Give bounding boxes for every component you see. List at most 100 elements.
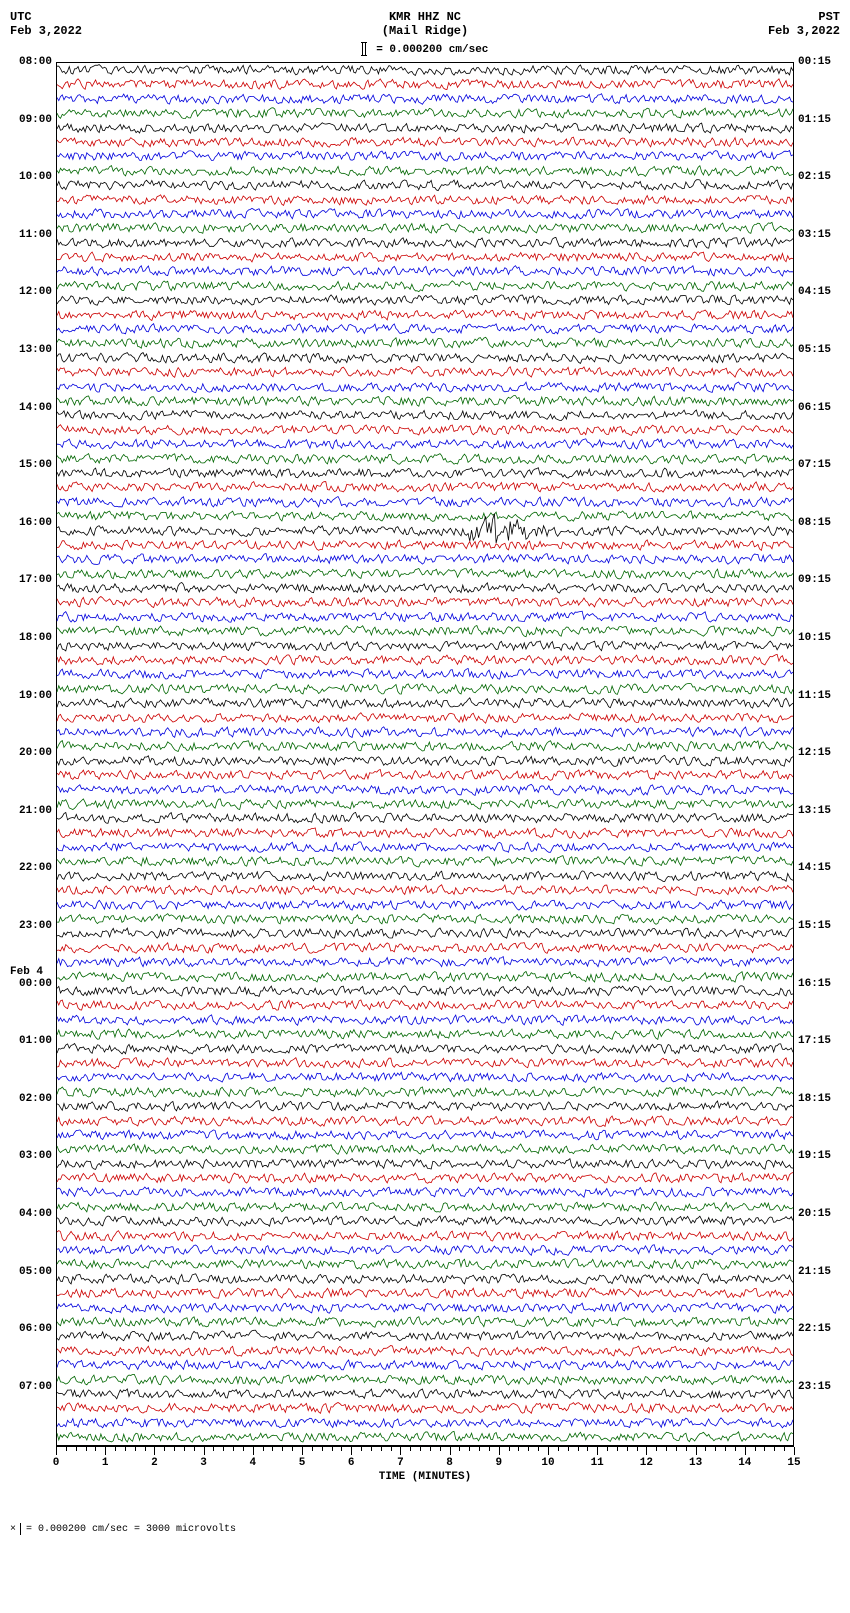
xtick-minor	[282, 1447, 283, 1451]
xtick-minor	[755, 1447, 756, 1451]
footer-bar-icon	[20, 1523, 22, 1535]
xtick-minor	[538, 1447, 539, 1451]
pst-time-label: 07:15	[798, 459, 831, 471]
location-label: (Mail Ridge)	[110, 24, 740, 38]
xtick-minor	[332, 1447, 333, 1451]
xtick-minor	[774, 1447, 775, 1451]
pst-time-label: 21:15	[798, 1266, 831, 1278]
xtick-minor	[459, 1447, 460, 1451]
xtick-minor	[410, 1447, 411, 1451]
xtick-major	[204, 1447, 205, 1455]
pst-time-label: 01:15	[798, 114, 831, 126]
x-axis-title: TIME (MINUTES)	[379, 1471, 471, 1483]
xtick-minor	[627, 1447, 628, 1451]
pst-time-label: 16:15	[798, 978, 831, 990]
xtick-minor	[705, 1447, 706, 1451]
xtick-major	[400, 1447, 401, 1455]
xtick-major	[794, 1447, 795, 1455]
xtick-major	[597, 1447, 598, 1455]
xtick-minor	[528, 1447, 529, 1451]
xtick-label: 3	[200, 1457, 207, 1469]
pst-time-label: 18:15	[798, 1093, 831, 1105]
xtick-label: 14	[738, 1457, 751, 1469]
xtick-major	[499, 1447, 500, 1455]
right-tz-label: PST	[740, 10, 840, 24]
xtick-minor	[292, 1447, 293, 1451]
xtick-minor	[66, 1447, 67, 1451]
xtick-minor	[213, 1447, 214, 1451]
utc-time-label: 00:00	[19, 978, 52, 990]
pst-time-label: 13:15	[798, 805, 831, 817]
pst-time-label: 17:15	[798, 1035, 831, 1047]
xtick-minor	[322, 1447, 323, 1451]
xtick-minor	[371, 1447, 372, 1451]
xtick-minor	[479, 1447, 480, 1451]
footer-text: = 0.000200 cm/sec = 3000 microvolts	[26, 1524, 236, 1535]
utc-time-label: 09:00	[19, 114, 52, 126]
pst-time-label: 04:15	[798, 286, 831, 298]
xtick-minor	[676, 1447, 677, 1451]
xtick-label: 15	[787, 1457, 800, 1469]
xtick-minor	[272, 1447, 273, 1451]
utc-time-label: 19:00	[19, 690, 52, 702]
header-left: UTC Feb 3,2022	[10, 10, 110, 38]
pst-time-label: 03:15	[798, 229, 831, 241]
seismic-trace	[57, 1432, 793, 1443]
pst-time-label: 15:15	[798, 920, 831, 932]
xtick-label: 6	[348, 1457, 355, 1469]
xtick-label: 10	[541, 1457, 554, 1469]
utc-time-label: 01:00	[19, 1035, 52, 1047]
utc-time-label: 03:00	[19, 1150, 52, 1162]
xtick-minor	[263, 1447, 264, 1451]
xtick-label: 0	[53, 1457, 60, 1469]
xtick-major	[696, 1447, 697, 1455]
xtick-minor	[233, 1447, 234, 1451]
footer-prefix: ×	[10, 1524, 16, 1535]
xtick-minor	[145, 1447, 146, 1451]
xtick-label: 7	[397, 1457, 404, 1469]
pst-time-label: 00:15	[798, 56, 831, 68]
scale-line: = 0.000200 cm/sec	[10, 42, 840, 56]
pst-time-label: 19:15	[798, 1150, 831, 1162]
utc-time-label: 23:00	[19, 920, 52, 932]
xtick-label: 13	[689, 1457, 702, 1469]
xtick-major	[154, 1447, 155, 1455]
utc-time-label: 07:00	[19, 1381, 52, 1393]
xtick-major	[351, 1447, 352, 1455]
xtick-minor	[381, 1447, 382, 1451]
xtick-major	[302, 1447, 303, 1455]
xtick-minor	[135, 1447, 136, 1451]
pst-time-label: 10:15	[798, 632, 831, 644]
footer: × = 0.000200 cm/sec = 3000 microvolts	[10, 1523, 840, 1535]
date-marker: Feb 4	[10, 966, 54, 978]
seismogram-plot	[56, 62, 794, 1446]
left-tz-label: UTC	[10, 10, 110, 24]
xtick-major	[56, 1447, 57, 1455]
xtick-major	[105, 1447, 106, 1455]
xtick-minor	[174, 1447, 175, 1451]
utc-time-label: 11:00	[19, 229, 52, 241]
header: UTC Feb 3,2022 KMR HHZ NC (Mail Ridge) P…	[10, 10, 840, 38]
xtick-minor	[568, 1447, 569, 1451]
scale-bar-icon	[362, 42, 366, 56]
utc-time-label: 16:00	[19, 517, 52, 529]
xtick-minor	[95, 1447, 96, 1451]
xtick-minor	[184, 1447, 185, 1451]
xtick-label: 1	[102, 1457, 109, 1469]
xtick-minor	[115, 1447, 116, 1451]
utc-time-label: 22:00	[19, 862, 52, 874]
header-center: KMR HHZ NC (Mail Ridge)	[110, 10, 740, 38]
utc-time-label: 17:00	[19, 574, 52, 586]
xtick-minor	[686, 1447, 687, 1451]
xtick-label: 2	[151, 1457, 158, 1469]
xtick-minor	[617, 1447, 618, 1451]
xtick-major	[646, 1447, 647, 1455]
pst-hour-labels: 00:1501:1502:1503:1504:1505:1506:1507:15…	[796, 62, 840, 1444]
xtick-minor	[164, 1447, 165, 1451]
seismogram-container: UTC Feb 3,2022 KMR HHZ NC (Mail Ridge) P…	[10, 10, 840, 1535]
xtick-minor	[420, 1447, 421, 1451]
utc-time-label: 20:00	[19, 747, 52, 759]
xtick-major	[548, 1447, 549, 1455]
utc-hour-labels: 08:0009:0010:0011:0012:0013:0014:0015:00…	[10, 62, 54, 1444]
xtick-minor	[76, 1447, 77, 1451]
